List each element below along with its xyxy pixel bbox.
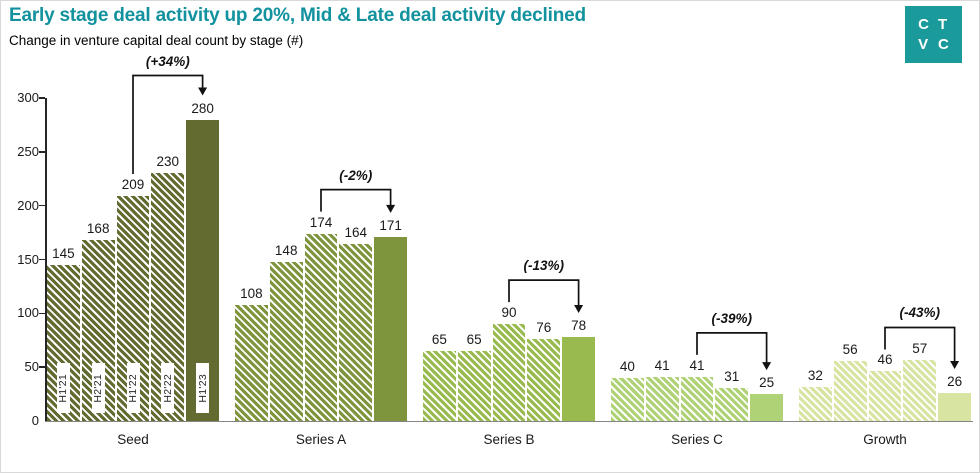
category-label: Series A	[295, 432, 347, 447]
y-tick	[39, 204, 45, 207]
annotation-arrowhead-icon	[198, 87, 208, 96]
bar-value-label: 26	[947, 374, 963, 389]
logo-letter: T	[938, 16, 948, 33]
y-tick-label: 150	[17, 251, 39, 267]
period-label-text: H1'22	[127, 373, 139, 403]
y-tick-label: 300	[17, 90, 39, 105]
annotation-label: (-2%)	[339, 167, 373, 183]
bar-value-label: 31	[724, 368, 740, 384]
period-label-text: H2'21	[92, 373, 105, 403]
logo-letter: C	[918, 16, 929, 33]
bar	[269, 261, 303, 421]
bar	[374, 236, 407, 421]
bar	[562, 337, 595, 421]
category-label: Series B	[483, 432, 535, 447]
bar	[715, 387, 749, 421]
annotation-label: (-43%)	[899, 305, 941, 321]
bar-value-label: 209	[121, 176, 145, 192]
annotation-arrowhead-icon	[574, 305, 584, 314]
period-label-text: H1'23	[196, 373, 209, 403]
period-label: H1'21	[56, 363, 70, 413]
y-tick	[39, 151, 45, 153]
bar-value-label: 280	[191, 100, 214, 116]
y-axis-line	[45, 98, 47, 421]
bar-value-label: 78	[571, 318, 587, 334]
y-tick-label: 250	[17, 143, 39, 159]
page-title: Early stage deal activity up 20%, Mid & …	[9, 5, 586, 26]
bar	[423, 351, 456, 421]
bar-value-label: 65	[431, 332, 447, 348]
annotation-label: (+34%)	[145, 53, 190, 69]
bar-value-label: 168	[86, 221, 110, 237]
bar-value-label: 164	[344, 225, 368, 241]
bar-value-label: 65	[466, 332, 482, 348]
bar-value-label: 108	[240, 285, 263, 301]
annotation-label: (-13%)	[523, 258, 565, 274]
bar-value-label: 40	[619, 358, 635, 374]
period-label: H1'23	[196, 363, 210, 413]
bar	[457, 351, 491, 421]
y-tick-label: 100	[17, 305, 39, 321]
logo-letter: V	[918, 36, 929, 53]
page-subtitle: Change in venture capital deal count by …	[9, 33, 304, 48]
annotation-arrowhead-icon	[386, 204, 396, 213]
bar-value-label: 148	[274, 242, 298, 258]
bar-value-label: 145	[52, 245, 75, 261]
period-label-text: H1'21	[57, 373, 70, 403]
y-tick	[39, 97, 45, 99]
bar-value-label: 90	[501, 305, 517, 321]
category-label: Growth	[863, 432, 907, 447]
bar	[938, 393, 971, 421]
bar	[680, 376, 714, 421]
bar	[750, 394, 783, 421]
bar	[833, 360, 867, 421]
y-tick-label: 0	[31, 413, 39, 428]
y-tick-label: 50	[24, 359, 39, 375]
x-axis-line	[45, 420, 973, 423]
bar	[339, 244, 373, 421]
bar-value-label: 174	[309, 214, 333, 230]
category-label: Seed	[117, 432, 149, 447]
annotation-label: (-39%)	[711, 310, 753, 326]
bar-value-label: 76	[536, 320, 552, 336]
annotation-bracket	[508, 279, 580, 307]
bar	[799, 386, 832, 421]
y-tick-label: 200	[17, 197, 39, 213]
period-label: H2'22	[161, 363, 175, 413]
bar-value-label: 57	[912, 340, 928, 356]
y-tick	[39, 258, 45, 261]
y-tick	[39, 366, 45, 368]
bar	[645, 376, 679, 421]
bar	[611, 377, 644, 421]
period-label: H1'22	[126, 363, 140, 413]
bar-value-label: 41	[654, 357, 670, 373]
bar-value-label: 25	[759, 375, 775, 391]
annotation-arrowhead-icon	[950, 361, 960, 370]
period-label: H2'21	[91, 363, 105, 413]
bar	[903, 359, 937, 421]
category-label: Series C	[671, 432, 723, 447]
y-tick	[39, 312, 45, 315]
bar-value-label: 171	[379, 217, 402, 233]
bar-value-label: 56	[842, 341, 858, 357]
bar	[868, 371, 902, 421]
bar	[235, 304, 268, 421]
bar	[527, 339, 561, 421]
logo-letter: C	[938, 36, 949, 53]
ctvc-logo: C T V C	[905, 6, 962, 63]
annotation-arrowhead-icon	[762, 362, 772, 371]
bar	[304, 233, 338, 421]
bar-value-label: 32	[807, 367, 823, 383]
annotation-bracket	[320, 188, 392, 212]
period-label-text: H2'22	[161, 373, 174, 403]
bar	[492, 324, 526, 421]
